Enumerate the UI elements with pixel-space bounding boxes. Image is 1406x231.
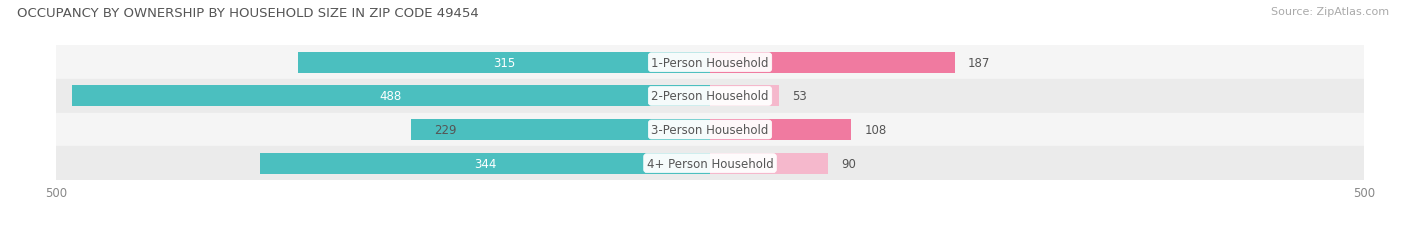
Text: 53: 53 bbox=[793, 90, 807, 103]
Bar bbox=[72, 86, 710, 107]
Text: 344: 344 bbox=[474, 157, 496, 170]
Text: 4+ Person Household: 4+ Person Household bbox=[647, 157, 773, 170]
Text: OCCUPANCY BY OWNERSHIP BY HOUSEHOLD SIZE IN ZIP CODE 49454: OCCUPANCY BY OWNERSHIP BY HOUSEHOLD SIZE… bbox=[17, 7, 478, 20]
Text: 315: 315 bbox=[494, 56, 515, 70]
Bar bbox=[298, 53, 710, 73]
Bar bbox=[56, 80, 1364, 113]
Bar bbox=[710, 86, 779, 107]
Bar bbox=[260, 153, 710, 174]
Bar bbox=[710, 53, 955, 73]
Text: 229: 229 bbox=[434, 123, 457, 137]
Bar bbox=[710, 153, 828, 174]
Bar bbox=[56, 113, 1364, 147]
Text: Source: ZipAtlas.com: Source: ZipAtlas.com bbox=[1271, 7, 1389, 17]
Text: 187: 187 bbox=[967, 56, 990, 70]
Text: 90: 90 bbox=[841, 157, 856, 170]
Bar bbox=[56, 46, 1364, 80]
Text: 488: 488 bbox=[380, 90, 402, 103]
Bar bbox=[411, 120, 710, 140]
Bar bbox=[56, 147, 1364, 180]
Text: 2-Person Household: 2-Person Household bbox=[651, 90, 769, 103]
Text: 3-Person Household: 3-Person Household bbox=[651, 123, 769, 137]
Bar bbox=[710, 120, 851, 140]
Text: 1-Person Household: 1-Person Household bbox=[651, 56, 769, 70]
Text: 108: 108 bbox=[865, 123, 887, 137]
